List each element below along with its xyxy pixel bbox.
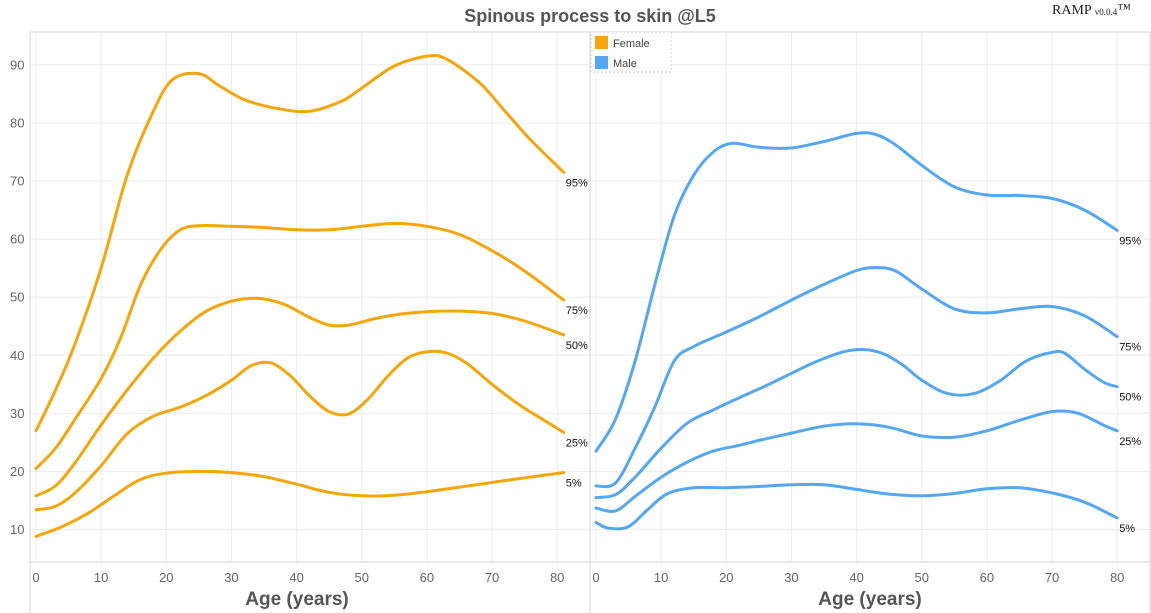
y-tick-30: 30 [10, 406, 24, 421]
legend-label-male: Male [613, 58, 637, 70]
female-x-tick-20: 20 [159, 570, 173, 585]
male-label-p5: 5% [1119, 523, 1135, 535]
female-x-tick-40: 40 [289, 570, 303, 585]
male-curve-p50 [594, 347, 1119, 500]
female-curve-p5 [34, 469, 566, 538]
tick-label-layer: 0 10 20 30 40 50 60 70 80 10 20 30 40 50 60 70 80 90 0 10 20… [10, 57, 1124, 585]
male-x-tick-10: 10 [654, 570, 668, 585]
brand-name: RAMP [1052, 3, 1092, 18]
y-tick-20: 20 [10, 464, 24, 479]
female-curve-p75 [34, 221, 566, 470]
brand-tm: ™ [1117, 2, 1131, 17]
male-curve-p75 [594, 266, 1119, 489]
chart-title: Spinous process to skin @L5 [464, 6, 716, 26]
male-x-tick-20: 20 [719, 570, 733, 585]
male-label-p50: 50% [1119, 392, 1141, 404]
brand-mark: RAMP v0.0.4™ [1052, 2, 1131, 18]
brand-version: v0.0.4 [1095, 7, 1118, 17]
male-label-p25: 25% [1119, 436, 1141, 448]
female-curve-p25 [34, 349, 566, 512]
female-x-tick-70: 70 [485, 570, 499, 585]
legend-label-female: Female [613, 38, 650, 50]
y-tick-40: 40 [10, 348, 24, 363]
male-x-tick-40: 40 [849, 570, 863, 585]
x-axis-title-female: Age (years) [245, 589, 349, 610]
y-tick-10: 10 [10, 522, 24, 537]
male-curve-p5 [594, 482, 1119, 531]
y-tick-50: 50 [10, 290, 24, 305]
male-label-p75: 75% [1119, 342, 1141, 354]
female-label-p75: 75% [566, 305, 588, 317]
grid-layer [30, 32, 1150, 562]
male-curve-p95 [594, 131, 1119, 453]
frame-layer [29, 31, 1151, 613]
male-x-tick-50: 50 [915, 570, 929, 585]
curve-layer [34, 53, 1119, 538]
male-x-tick-30: 30 [784, 570, 798, 585]
y-tick-60: 60 [10, 232, 24, 247]
female-x-tick-30: 30 [224, 570, 238, 585]
male-label-p95: 95% [1119, 235, 1141, 247]
female-curve-p95 [34, 53, 566, 433]
legend-swatch-male [595, 56, 608, 69]
male-x-tick-70: 70 [1045, 570, 1059, 585]
female-x-tick-50: 50 [355, 570, 369, 585]
female-label-p5: 5% [566, 478, 582, 490]
female-x-tick-0: 0 [32, 570, 39, 585]
male-x-tick-0: 0 [592, 570, 599, 585]
x-axis-title-male: Age (years) [818, 589, 922, 610]
female-label-p25: 25% [566, 438, 588, 450]
y-tick-90: 90 [10, 57, 24, 72]
y-tick-70: 70 [10, 174, 24, 189]
female-x-tick-10: 10 [94, 570, 108, 585]
male-x-tick-80: 80 [1110, 570, 1124, 585]
male-x-tick-60: 60 [980, 570, 994, 585]
female-x-tick-80: 80 [550, 570, 564, 585]
female-x-tick-60: 60 [420, 570, 434, 585]
legend-swatch-female [595, 36, 608, 49]
percentile-label-layer: 95% 75% 50% 25% 5% 95% 75% 50% 25% 5% [566, 177, 1142, 535]
female-label-p95: 95% [566, 177, 588, 189]
y-tick-80: 80 [10, 115, 24, 130]
female-label-p50: 50% [566, 340, 588, 352]
female-curve-p50 [34, 296, 566, 498]
male-curve-p25 [594, 409, 1119, 513]
legend: Female Male [590, 31, 672, 73]
